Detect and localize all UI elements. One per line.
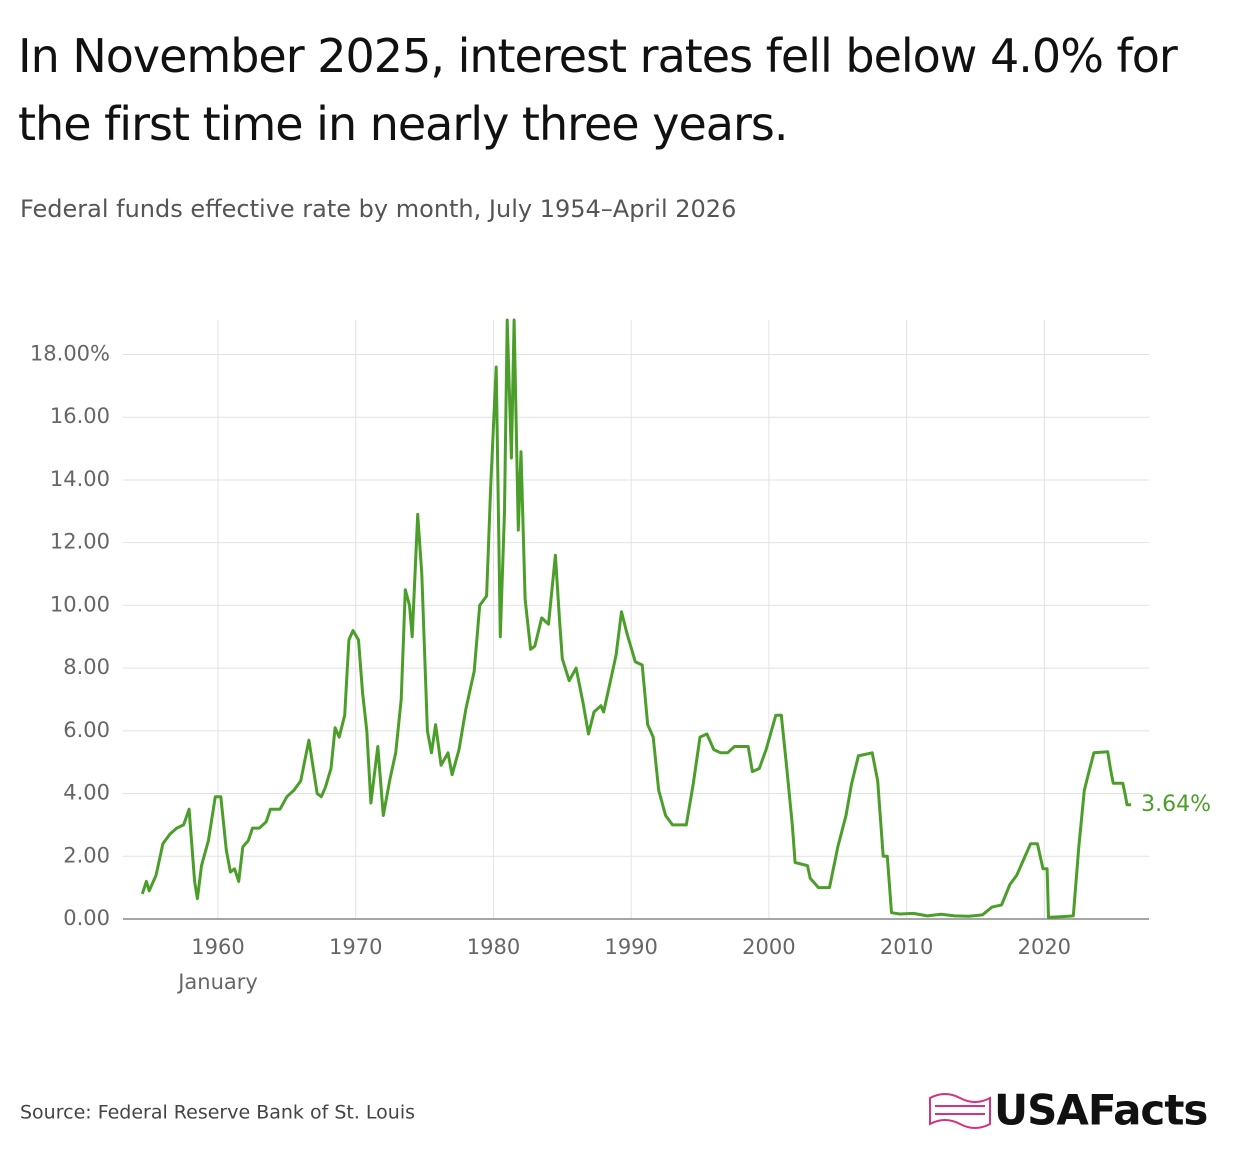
end-label: 3.64% <box>1141 792 1211 817</box>
y-tick-label: 6.00 <box>63 718 110 742</box>
y-tick-label: 10.00 <box>50 592 110 616</box>
brand: USAFacts <box>994 1086 1207 1135</box>
y-tick-label: 8.00 <box>63 655 110 679</box>
x-tick-label: 2020 <box>1018 935 1071 959</box>
x-tick-label: 2000 <box>742 935 795 959</box>
title-box: In November 2025, interest rates fell be… <box>18 29 1178 151</box>
y-tick-label: 4.00 <box>63 781 110 805</box>
y-tick-label: 16.00 <box>50 404 110 428</box>
y-tick-label: 0.00 <box>63 906 110 930</box>
chart-subtitle: Federal funds effective rate by month, J… <box>20 195 736 223</box>
line <box>140 318 1132 919</box>
x-tick-label: 2010 <box>880 935 933 959</box>
x-tick-label: 1980 <box>467 935 520 959</box>
y-tick-label: 14.00 <box>50 467 110 491</box>
x-tick-label: 1960 <box>191 935 244 959</box>
chart-title: In November 2025, interest rates fell be… <box>18 29 1178 151</box>
y-tick-label: 18.00% <box>30 341 110 365</box>
logo-icon <box>929 1093 991 1129</box>
x-tick-note: January <box>176 970 258 994</box>
x-tick-label: 1990 <box>604 935 657 959</box>
source: Source: Federal Reserve Bank of St. Loui… <box>20 1102 415 1124</box>
y-tick-label: 2.00 <box>63 843 110 867</box>
x-tick-label: 1970 <box>329 935 382 959</box>
y-tick-label: 12.00 <box>50 530 110 554</box>
